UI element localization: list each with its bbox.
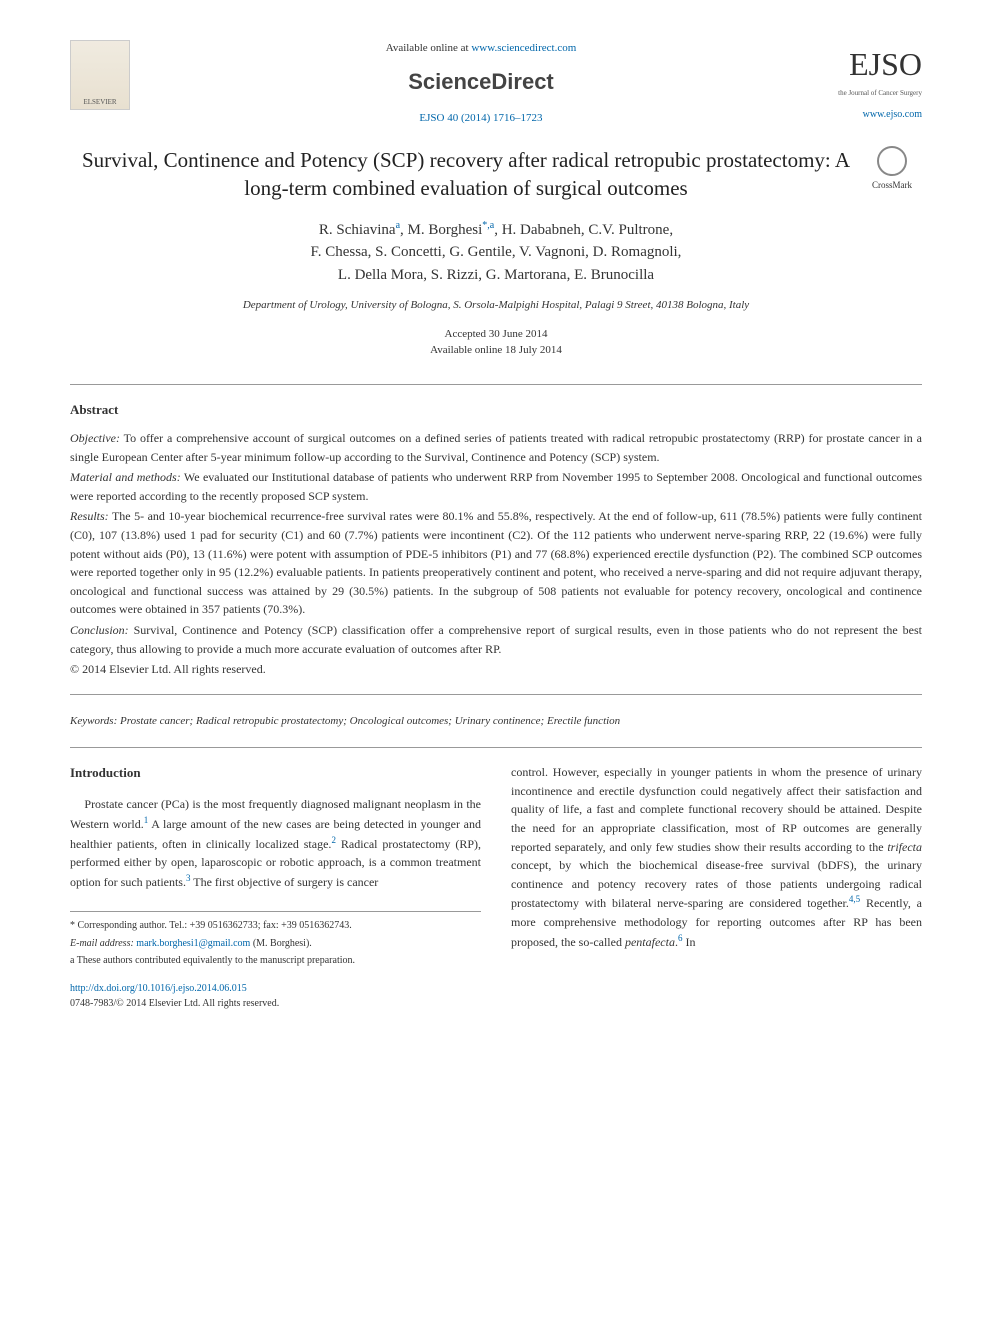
ejso-logo-block: EJSO the Journal of Cancer Surgery www.e… (822, 40, 922, 122)
intro-paragraph-cont: control. However, especially in younger … (511, 763, 922, 951)
authors-line2: F. Chessa, S. Concetti, G. Gentile, V. V… (311, 244, 682, 260)
abstract-body: Objective: To offer a comprehensive acco… (70, 429, 922, 679)
keywords-text: Prostate cancer; Radical retropubic pros… (117, 715, 620, 727)
sciencedirect-logo: ScienceDirect (140, 65, 822, 98)
divider-bottom (70, 747, 922, 748)
author-1: R. Schiavina (319, 222, 396, 238)
publication-dates: Accepted 30 June 2014 Available online 1… (70, 326, 922, 359)
objective-text: To offer a comprehensive account of surg… (70, 431, 922, 464)
conclusion-label: Conclusion: (70, 623, 129, 637)
column-right: control. However, especially in younger … (511, 763, 922, 971)
crossmark-icon (877, 146, 907, 176)
email-line: E-mail address: mark.borghesi1@gmail.com… (70, 936, 481, 952)
keywords: Keywords: Prostate cancer; Radical retro… (70, 713, 922, 730)
objective-label: Objective: (70, 431, 120, 445)
sd-logo-text: ScienceDirect (408, 69, 554, 94)
elsevier-tree-icon: ELSEVIER (70, 40, 130, 110)
abstract-heading: Abstract (70, 400, 922, 420)
corresponding-author-note: * Corresponding author. Tel.: +39 051636… (70, 918, 481, 934)
email-suffix: (M. Borghesi). (250, 938, 311, 949)
ejso-url[interactable]: www.ejso.com (822, 107, 922, 122)
article-title: Survival, Continence and Potency (SCP) r… (70, 146, 862, 203)
column-left: Introduction Prostate cancer (PCa) is th… (70, 763, 481, 971)
author-2: , M. Borghesi (400, 222, 482, 238)
doi-link[interactable]: http://dx.doi.org/10.1016/j.ejso.2014.06… (70, 981, 922, 996)
accepted-date: Accepted 30 June 2014 (445, 328, 548, 340)
introduction-heading: Introduction (70, 763, 481, 783)
available-online-text: Available online at www.sciencedirect.co… (140, 40, 822, 57)
available-prefix: Available online at (386, 42, 472, 54)
online-date: Available online 18 July 2014 (430, 344, 562, 356)
methods-text: We evaluated our Institutional database … (70, 470, 922, 503)
conclusion-text: Survival, Continence and Potency (SCP) c… (70, 623, 922, 656)
email-label: E-mail address: (70, 938, 134, 949)
divider-top (70, 384, 922, 385)
journal-header: ELSEVIER Available online at www.science… (70, 40, 922, 126)
ejso-subtitle: the Journal of Cancer Surgery (822, 88, 922, 99)
col2-text-1: control. However, especially in younger … (511, 765, 922, 853)
author-sup-star: *,a (482, 220, 494, 231)
footnotes: * Corresponding author. Tel.: +39 051636… (70, 911, 481, 969)
body-columns: Introduction Prostate cancer (PCa) is th… (70, 763, 922, 971)
pentafecta-term: pentafecta (625, 935, 675, 949)
affiliation: Department of Urology, University of Bol… (70, 298, 922, 313)
col2-text-5: In (682, 935, 695, 949)
elsevier-logo: ELSEVIER (70, 40, 140, 120)
trifecta-term: trifecta (887, 840, 922, 854)
journal-reference[interactable]: EJSO 40 (2014) 1716–1723 (140, 110, 822, 127)
author-email[interactable]: mark.borghesi1@gmail.com (134, 938, 251, 949)
results-text: The 5- and 10-year biochemical recurrenc… (70, 509, 922, 616)
intro-text-4: The first objective of surgery is cancer (190, 875, 378, 889)
sciencedirect-url[interactable]: www.sciencedirect.com (471, 42, 576, 54)
equal-contribution-note: a These authors contributed equivalently… (70, 953, 481, 969)
center-header: Available online at www.sciencedirect.co… (140, 40, 822, 126)
title-row: Survival, Continence and Potency (SCP) r… (70, 146, 922, 203)
ejso-logo: EJSO (822, 40, 922, 88)
divider-mid (70, 694, 922, 695)
keywords-label: Keywords: (70, 715, 117, 727)
authors-line3: L. Della Mora, S. Rizzi, G. Martorana, E… (338, 267, 654, 283)
abstract-copyright: © 2014 Elsevier Ltd. All rights reserved… (70, 660, 922, 679)
authors-line1c: , H. Dababneh, C.V. Pultrone, (494, 222, 673, 238)
authors-list: R. Schiavinaa, M. Borghesi*,a, H. Dababn… (70, 218, 922, 287)
issn-copyright: 0748-7983/© 2014 Elsevier Ltd. All right… (70, 996, 922, 1011)
intro-paragraph: Prostate cancer (PCa) is the most freque… (70, 795, 481, 891)
crossmark-badge[interactable]: CrossMark (862, 146, 922, 193)
methods-label: Material and methods: (70, 470, 181, 484)
ref-4-5[interactable]: 4,5 (849, 894, 860, 904)
results-label: Results: (70, 509, 109, 523)
crossmark-label: CrossMark (872, 180, 912, 190)
